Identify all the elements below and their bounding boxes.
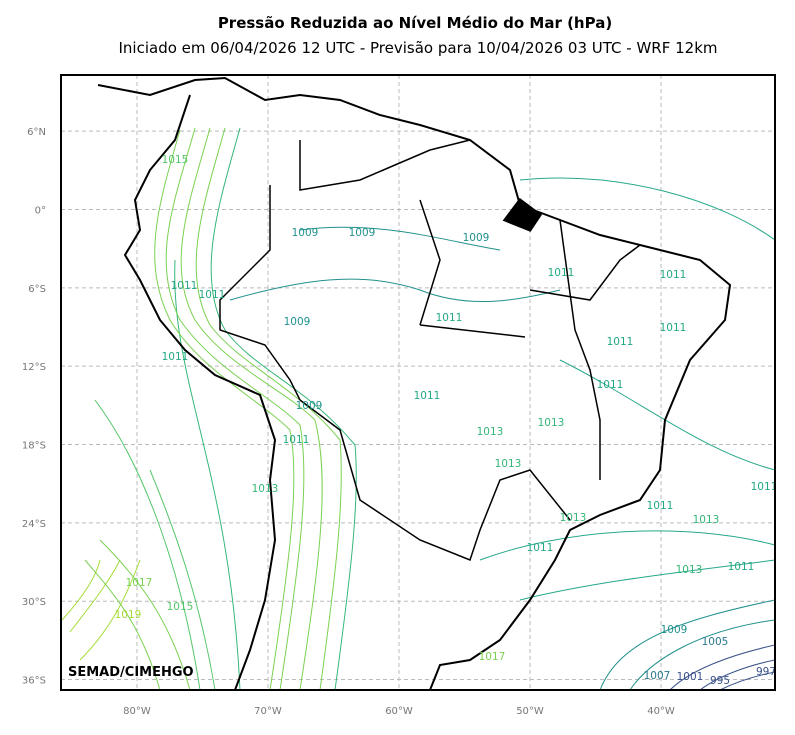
contour-label: 1011	[527, 542, 554, 554]
contour-label: 1013	[538, 417, 565, 429]
y-tick-label: 0°	[35, 205, 46, 216]
contour-label: 997	[756, 666, 776, 678]
grid	[61, 75, 775, 690]
contour-label: 1013	[560, 512, 587, 524]
contour-label: 1009	[463, 232, 490, 244]
contour-label: 1011	[199, 289, 226, 301]
contour-label: 1011	[162, 351, 189, 363]
contour-label: 1011	[647, 500, 674, 512]
coastline	[97, 76, 732, 690]
contour	[154, 127, 342, 690]
x-tick-label: 50°W	[516, 706, 544, 717]
contour-label: 1013	[252, 483, 279, 495]
contour-label: 1011	[414, 390, 441, 402]
contour-label: 1011	[660, 322, 687, 334]
contour-label: 1009	[292, 227, 319, 239]
contour-label: 1007	[644, 670, 671, 682]
border	[219, 139, 641, 561]
credit: SEMAD/CIMEHGO	[68, 665, 194, 680]
contour-label: 1011	[548, 267, 575, 279]
contour	[599, 599, 775, 690]
subtitle: Iniciado em 06/04/2026 12 UTC - Previsão…	[118, 39, 717, 57]
contour-label: 1015	[167, 601, 194, 613]
contour-label: 1017	[479, 651, 506, 663]
map-frame	[60, 74, 776, 691]
contour-label: 1005	[702, 636, 729, 648]
contour-label: 1009	[349, 227, 376, 239]
contour-label: 1011	[597, 379, 624, 391]
contour-label: 1013	[676, 564, 703, 576]
contour-label: 1009	[284, 316, 311, 328]
x-tick-label: 80°W	[123, 706, 151, 717]
title: Pressão Reduzida ao Nível Médio do Mar (…	[218, 14, 612, 32]
contour	[669, 644, 775, 690]
contour-label: 1015	[162, 154, 189, 166]
x-tick-label: 70°W	[254, 706, 282, 717]
contour-label: 1011	[751, 481, 778, 493]
contour-label: 1013	[477, 426, 504, 438]
contour	[94, 399, 216, 690]
contour-label: 1011	[283, 434, 310, 446]
y-tick-label: 30°S	[22, 597, 46, 608]
y-tick-label: 36°S	[22, 676, 46, 687]
island	[502, 197, 543, 232]
ticks: 80°W 70°W 60°W 50°W 40°W 6°N 0° 6°S 12°S 18°S 24°S…	[22, 127, 675, 717]
y-tick-label: 12°S	[22, 362, 46, 373]
x-tick-label: 40°W	[647, 706, 675, 717]
contour-label: 1017	[126, 577, 153, 589]
contour	[479, 177, 775, 601]
contour-label: 1013	[693, 514, 720, 526]
contour-label: 1009	[296, 400, 323, 412]
contour-label: 1001	[677, 671, 704, 683]
contour-label: 1009	[661, 624, 688, 636]
contour	[84, 539, 191, 690]
contour-label: 1019	[115, 609, 142, 621]
contour-label: 995	[710, 675, 730, 687]
contour	[61, 559, 141, 661]
borders	[97, 76, 732, 690]
contour-label: 1011	[660, 269, 687, 281]
y-tick-label: 18°S	[22, 441, 46, 452]
contours	[61, 127, 775, 690]
contour-label: 1011	[171, 280, 198, 292]
y-tick-label: 24°S	[22, 519, 46, 530]
contour-label: 1011	[436, 312, 463, 324]
contour	[229, 226, 561, 302]
y-tick-label: 6°S	[28, 284, 46, 295]
x-tick-label: 60°W	[385, 706, 413, 717]
contour	[174, 259, 241, 690]
contour	[210, 127, 357, 690]
contour-label: 1011	[607, 336, 634, 348]
contour-label: 1011	[728, 561, 755, 573]
y-tick-label: 6°N	[27, 127, 46, 138]
contour-label: 1013	[495, 458, 522, 470]
